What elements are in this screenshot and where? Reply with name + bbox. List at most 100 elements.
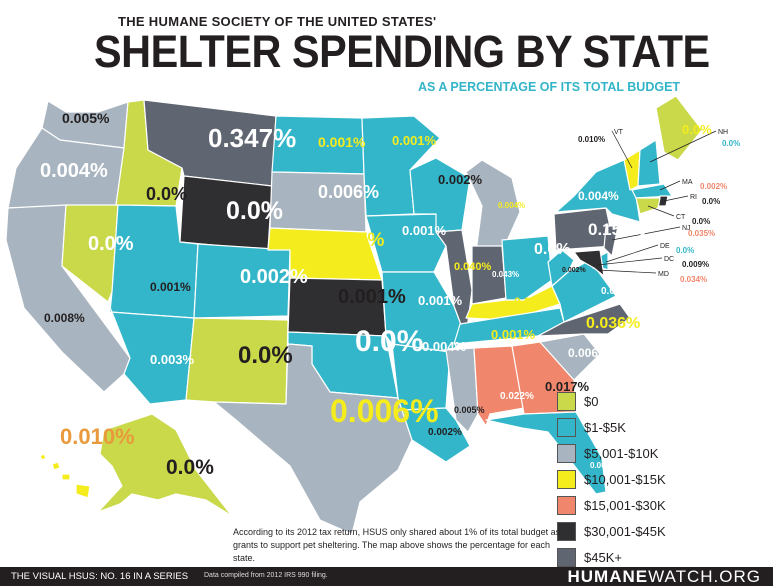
legend-label: $10,001-$15K xyxy=(584,471,666,487)
state-value-ky: 0.009% xyxy=(514,295,555,309)
legend-item: $5,001-$10K xyxy=(557,440,666,466)
callout-value-ct: 0.0% xyxy=(692,217,710,226)
state-value-nd: 0.001% xyxy=(318,134,366,150)
legend-label: $30,001-$45K xyxy=(584,523,666,539)
state-wv xyxy=(547,249,575,287)
state-value-ks: 0.001% xyxy=(338,286,406,308)
state-value-sc: 0.006% xyxy=(568,346,609,360)
state-value-tn: 0.001% xyxy=(491,327,536,342)
brand-logo: HUMANEWATCH.ORG xyxy=(568,567,762,586)
state-fl xyxy=(485,411,607,495)
state-value-al: 0.022% xyxy=(500,391,534,402)
state-ma xyxy=(631,183,673,199)
footer-series: THE VISUAL HSUS: NO. 16 IN A SERIES xyxy=(11,571,189,582)
callout-line-de xyxy=(605,244,659,263)
state-mo xyxy=(381,271,467,353)
callout-line-md xyxy=(597,269,657,274)
callout-label-vt: VT xyxy=(614,129,624,136)
legend-label: $0 xyxy=(584,393,599,409)
state-nv xyxy=(61,204,119,303)
callout-value-vt: 0.010% xyxy=(578,135,605,144)
state-sc xyxy=(539,333,601,381)
state-value-va: 0.003% xyxy=(601,286,635,297)
legend-label: $45K+ xyxy=(584,549,622,565)
state-value-wv: 0.002% xyxy=(562,267,587,274)
callout-label-md: MD xyxy=(658,271,669,278)
state-value-ia: 0.001% xyxy=(402,223,447,238)
state-value-il: 0.040% xyxy=(454,261,492,273)
state-value-oh: 0.0% xyxy=(534,241,570,258)
legend-item: $10,001-$15K xyxy=(557,466,666,492)
state-value-fl: 0.003% xyxy=(590,461,617,470)
legend-swatch xyxy=(557,495,576,515)
legend: $0 $1-$5K $5,001-$10K $10,001-$15K $15,001-$… xyxy=(557,388,666,570)
state-value-co: 0.002% xyxy=(240,266,308,288)
legend-swatch xyxy=(557,391,576,411)
state-ms xyxy=(445,347,479,433)
legend-label: $15,001-$30K xyxy=(584,497,666,513)
callout-line-ma xyxy=(659,180,681,191)
callout-value-nj: 0.035% xyxy=(688,229,715,238)
footer-bar: THE VISUAL HSUS: NO. 16 IN A SERIES Data… xyxy=(0,567,773,586)
state-value-ak: 0.0% xyxy=(166,456,214,479)
state-value-pa: 0.156% xyxy=(588,220,646,239)
state-hi xyxy=(39,453,91,499)
state-value-id: 0.0% xyxy=(146,184,187,204)
state-value-ok: 0.0% xyxy=(355,325,423,358)
state-value-la: 0.002% xyxy=(428,427,462,438)
state-value-mi: 0.004% xyxy=(498,201,525,210)
state-tx xyxy=(213,343,413,535)
state-sd xyxy=(269,171,367,233)
callout-label-dc: DC xyxy=(664,256,674,263)
callout-label-de: DE xyxy=(660,243,670,250)
callout-label-ma: MA xyxy=(682,179,693,186)
callout-label-nh: NH xyxy=(718,129,728,136)
legend-swatch xyxy=(557,443,576,463)
state-nj xyxy=(603,225,619,257)
state-mi xyxy=(465,159,521,253)
state-me xyxy=(655,95,703,161)
brand-thin: WATCH.ORG xyxy=(648,567,761,586)
state-value-mo: 0.001% xyxy=(418,293,463,308)
callout-value-ri: 0.0% xyxy=(702,197,720,206)
legend-item: $30,001-$45K xyxy=(557,518,666,544)
state-value-mt: 0.347% xyxy=(208,123,296,153)
state-value-ut: 0.001% xyxy=(150,280,191,294)
state-value-az: 0.003% xyxy=(150,352,195,367)
footer-source: Data compiled from 2012 IRS 990 filing. xyxy=(204,572,328,579)
callout-value-nh: 0.0% xyxy=(722,139,740,148)
callout-value-md: 0.034% xyxy=(680,275,707,284)
callout-value-de: 0.0% xyxy=(676,246,694,255)
state-value-ms: 0.005% xyxy=(454,405,485,415)
legend-swatch xyxy=(557,521,576,541)
legend-item: $0 xyxy=(557,388,666,414)
state-value-or: 0.004% xyxy=(40,160,108,182)
state-value-hi: 0.010% xyxy=(60,424,135,449)
state-value-ga: 0.017% xyxy=(545,379,590,394)
legend-swatch xyxy=(557,547,576,567)
state-md xyxy=(573,249,605,277)
kicker-text: THE HUMANE SOCIETY OF THE UNITED STATES' xyxy=(118,14,437,29)
legend-swatch xyxy=(557,417,576,437)
callout-line-nj xyxy=(611,226,681,241)
state-value-nm: 0.0% xyxy=(238,342,293,369)
page-subtitle: AS A PERCENTAGE OF ITS TOTAL BUDGET xyxy=(418,80,681,94)
callout-line-vt xyxy=(611,130,633,169)
callout-line-nh xyxy=(649,130,717,163)
state-value-ny: 0.004% xyxy=(578,189,619,203)
legend-swatch xyxy=(557,469,576,489)
footnote: According to its 2012 tax return, HSUS o… xyxy=(233,527,561,563)
state-value-ne: 0.007% xyxy=(320,230,385,251)
callout-label-nj: NJ xyxy=(682,225,691,232)
legend-label: $1-$5K xyxy=(584,419,626,435)
state-value-ca: 0.008% xyxy=(44,311,85,325)
callout-label-ri: RI xyxy=(690,194,697,201)
state-value-nv: 0.0% xyxy=(88,233,134,255)
state-value-ar: 0.004% xyxy=(422,339,467,354)
callout-line-ct xyxy=(647,205,675,217)
state-value-sd: 0.006% xyxy=(318,182,379,202)
legend-item: $1-$5K xyxy=(557,414,666,440)
legend-item: $15,001-$30K xyxy=(557,492,666,518)
